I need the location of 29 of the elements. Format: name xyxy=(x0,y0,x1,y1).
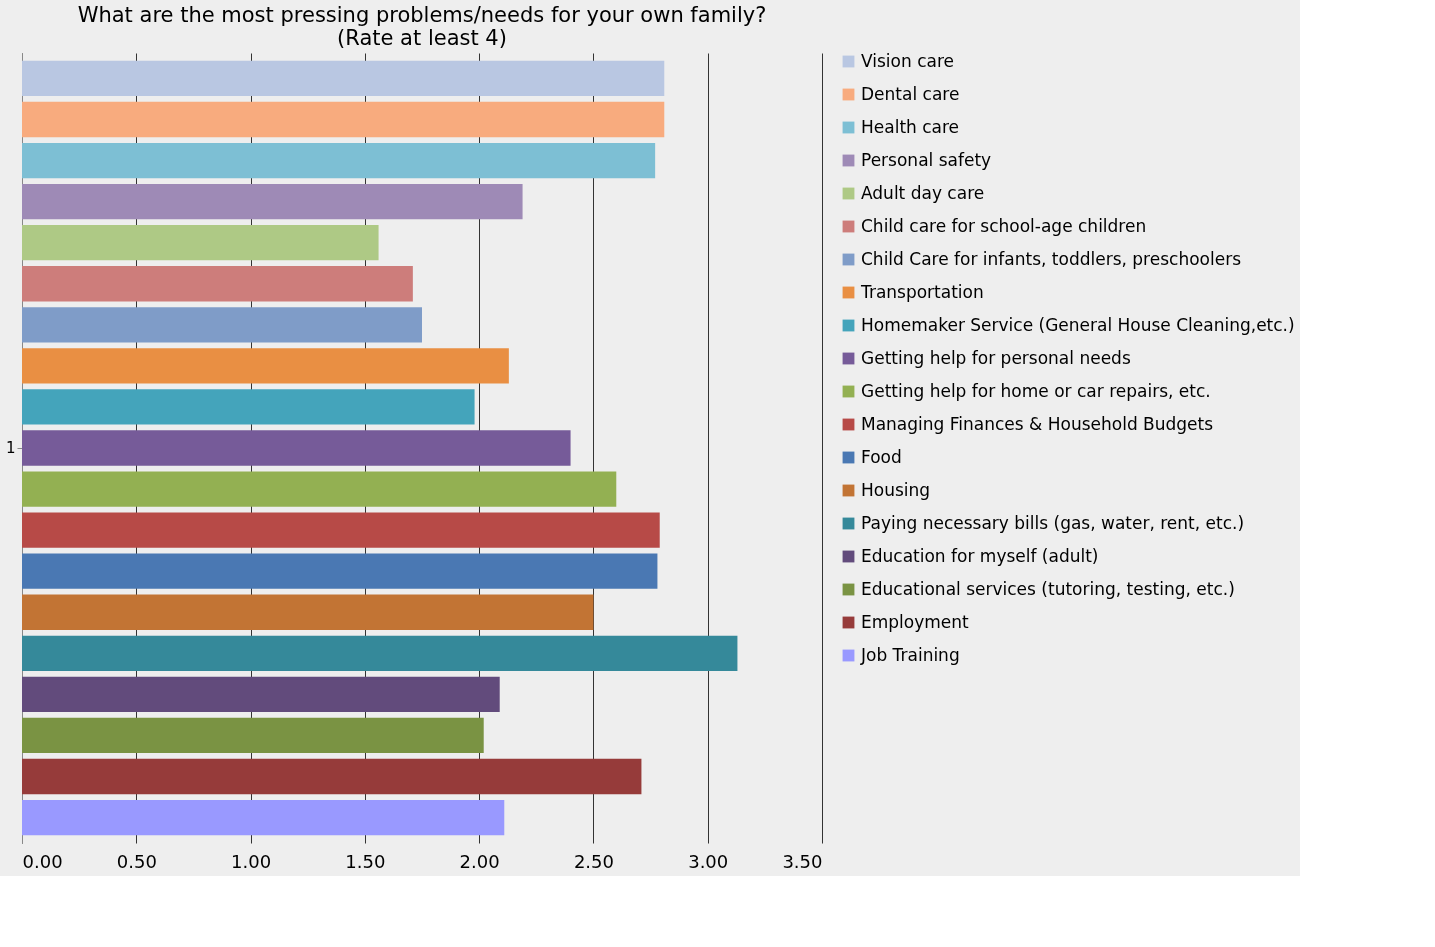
chart-title: What are the most pressing problems/needs for your own family? (Rate at least 4) xyxy=(77,3,767,50)
legend-label: Managing Finances & Household Budgets xyxy=(861,413,1214,434)
legend-label: Adult day care xyxy=(861,182,985,203)
x-tick-label: 1.00 xyxy=(231,850,272,872)
legend-label: Getting help for personal needs xyxy=(861,347,1131,368)
x-tick-label: 2.00 xyxy=(459,850,500,872)
legend-label: Food xyxy=(861,446,902,467)
y-tick-label: 1 xyxy=(5,439,16,457)
legend-label: Vision care xyxy=(861,50,954,71)
legend-label: Dental care xyxy=(861,83,960,104)
legend-label: Personal safety xyxy=(861,149,992,170)
legend-label: Housing xyxy=(861,479,931,500)
legend-label: Child care for school-age children xyxy=(861,215,1147,236)
legend-label: Child Care for infants, toddlers, preschoolers xyxy=(861,248,1242,269)
legend-label: Getting help for home or car repairs, etc. xyxy=(861,380,1211,401)
legend-label: Education for myself (adult) xyxy=(861,545,1099,566)
x-tick-label: 3.50 xyxy=(782,850,823,872)
legend-label: Health care xyxy=(861,116,960,137)
x-tick-label: 3.00 xyxy=(688,850,729,872)
legend-label: Transportation xyxy=(860,281,984,302)
legend-label: Employment xyxy=(861,611,970,632)
legend-label: Educational services (tutoring, testing, etc.) xyxy=(861,578,1235,599)
legend-label: Job Training xyxy=(860,644,960,665)
legend-label: Homemaker Service (General House Cleaning,etc.) xyxy=(861,314,1295,335)
x-tick-label: 0.00 xyxy=(22,850,63,872)
legend-label: Paying necessary bills (gas, water, rent, etc.) xyxy=(861,512,1245,533)
x-tick-label: 2.50 xyxy=(573,850,614,872)
x-tick-label: 0.50 xyxy=(116,850,157,872)
x-tick-label: 1.50 xyxy=(345,850,386,872)
